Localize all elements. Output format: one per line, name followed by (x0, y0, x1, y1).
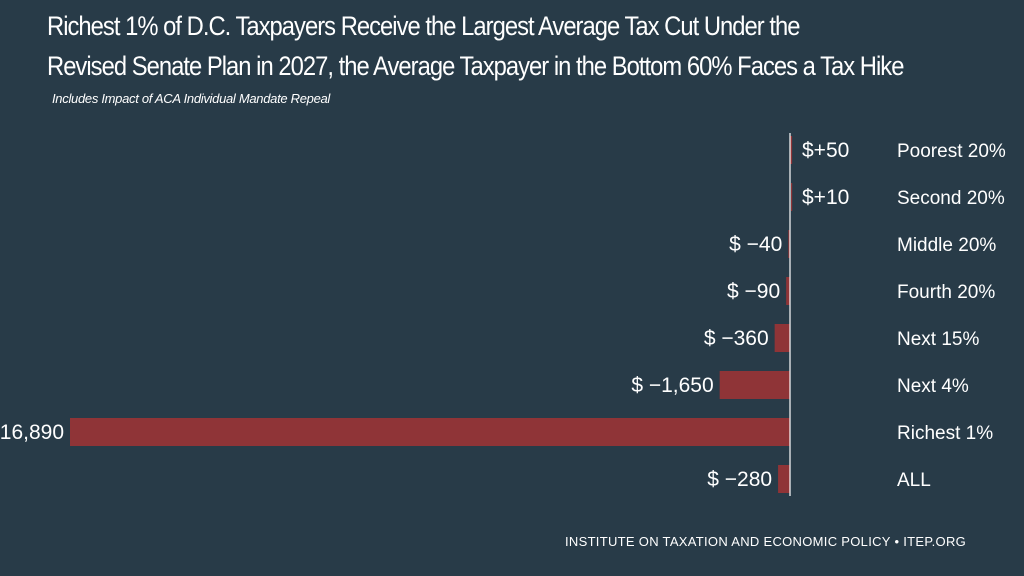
bar-all (778, 465, 790, 493)
category-label-richest-1: Richest 1% (897, 423, 993, 444)
value-label-fourth-20: $ −90 (727, 280, 780, 303)
category-label-middle-20: Middle 20% (897, 235, 996, 256)
chart-frame: Richest 1% of D.C. Taxpayers Receive the… (0, 0, 1024, 576)
category-label-next-15: Next 15% (897, 329, 979, 350)
bar-second-20 (791, 183, 792, 211)
bar-next-4 (720, 371, 790, 399)
value-label-middle-20: $ −40 (729, 233, 782, 256)
bar-chart: $+50 Poorest 20% $+10 Second 20% $ −40 Middle… (0, 0, 1024, 576)
value-label-all: $ −280 (707, 468, 772, 491)
category-label-fourth-20: Fourth 20% (897, 282, 995, 303)
value-label-poorest-20: $+50 (802, 139, 849, 162)
category-label-poorest-20: Poorest 20% (897, 141, 1006, 162)
category-label-next-4: Next 4% (897, 376, 969, 397)
value-label-next-15: $ −360 (704, 327, 769, 350)
category-label-second-20: Second 20% (897, 188, 1005, 209)
value-label-next-4: $ −1,650 (631, 374, 713, 397)
value-label-richest-1: $ −16,890 (0, 421, 64, 444)
bar-richest-1 (70, 418, 790, 446)
value-label-second-20: $+10 (802, 186, 849, 209)
source-credit: INSTITUTE ON TAXATION AND ECONOMIC POLIC… (565, 534, 966, 549)
category-label-all: ALL (897, 470, 931, 491)
bar-next-15 (775, 324, 790, 352)
